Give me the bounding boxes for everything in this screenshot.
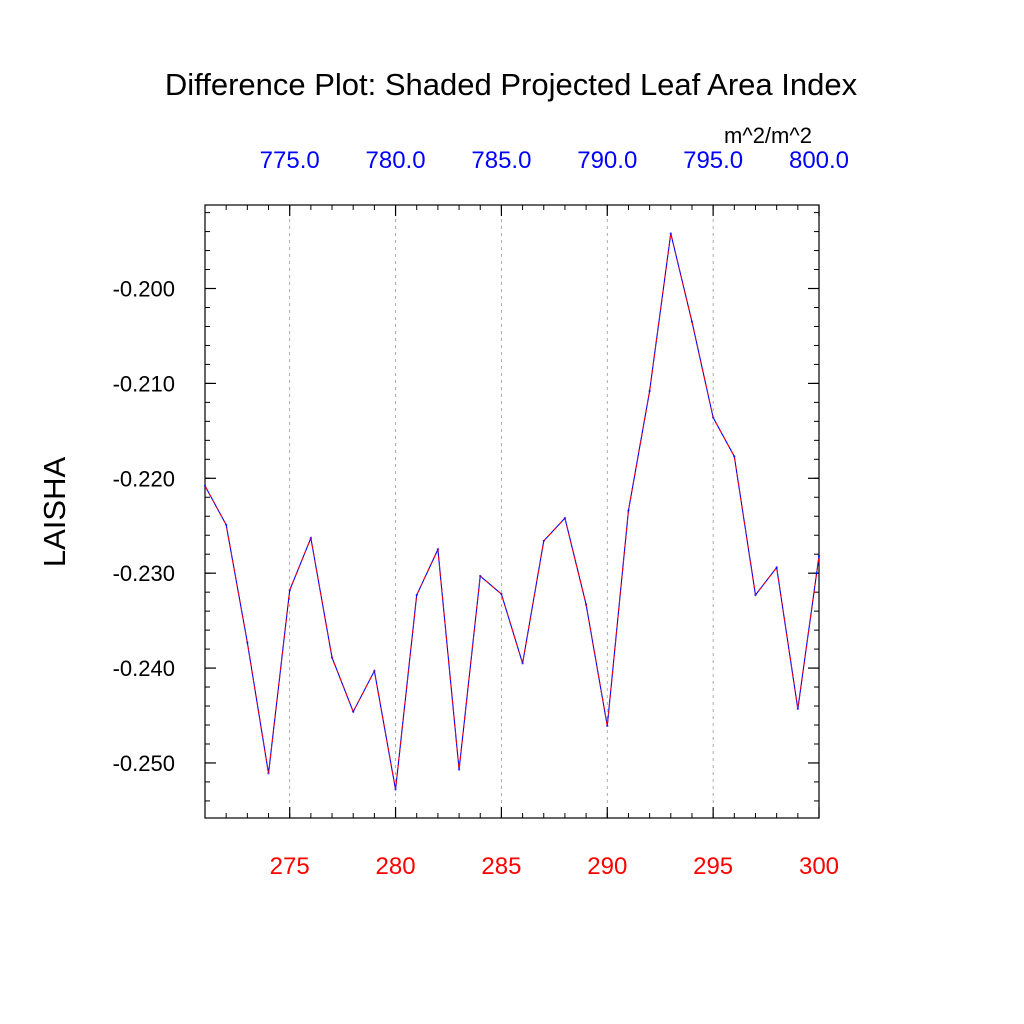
data-point <box>542 539 545 543</box>
bottom-x-tick-label: 285 <box>481 853 521 880</box>
top-x-tick-label: 785.0 <box>471 147 531 174</box>
data-point <box>817 554 821 558</box>
data-point <box>669 232 672 235</box>
grid-lines <box>289 205 714 818</box>
data-point <box>627 509 630 512</box>
y-tick-labels: -0.250 -0.240 -0.230 -0.220 -0.210 -0.200 <box>113 277 175 776</box>
data-point <box>267 772 270 775</box>
data-point <box>479 574 482 578</box>
data-series <box>203 232 821 791</box>
bottom-x-tick-label: 300 <box>799 853 839 880</box>
minor-ticks <box>204 205 820 818</box>
data-point <box>394 788 397 791</box>
data-point <box>436 548 440 551</box>
y-tick-label: -0.210 <box>113 371 175 396</box>
data-point <box>754 593 757 597</box>
y-tick-label: -0.200 <box>113 277 175 302</box>
data-point <box>690 320 694 323</box>
y-tick-label: -0.250 <box>113 751 175 776</box>
data-point <box>648 389 651 393</box>
y-tick-label: -0.230 <box>113 561 175 586</box>
data-point <box>500 592 503 596</box>
top-x-tick-label: 775.0 <box>260 147 320 174</box>
data-point <box>309 536 313 540</box>
data-point <box>373 669 376 673</box>
data-point <box>796 707 800 711</box>
top-x-tick-label: 800.0 <box>789 147 849 174</box>
y-tick-label: -0.240 <box>113 656 175 681</box>
y-axis-label: LAISHA <box>37 457 72 568</box>
data-point <box>606 724 609 728</box>
y-tick-label: -0.220 <box>113 466 175 491</box>
chart-title: Difference Plot: Shaded Projected Leaf A… <box>165 67 858 102</box>
data-point <box>352 710 355 713</box>
bottom-x-tick-label: 295 <box>693 853 733 880</box>
data-point <box>733 455 736 458</box>
data-point <box>775 566 778 569</box>
top-x-tick-labels: 775.0 780.0 785.0 790.0 795.0 800.0 <box>260 147 849 174</box>
data-point <box>203 484 207 488</box>
data-point <box>563 516 567 520</box>
top-x-tick-label: 790.0 <box>577 147 637 174</box>
bottom-x-tick-label: 275 <box>270 853 310 880</box>
data-point <box>415 593 418 597</box>
major-ticks <box>205 205 820 818</box>
data-point <box>224 523 228 526</box>
data-point <box>246 641 249 644</box>
bottom-x-tick-labels: 275 280 285 290 295 300 <box>270 853 839 880</box>
bottom-x-tick-label: 280 <box>376 853 416 880</box>
data-point <box>584 603 588 606</box>
top-x-tick-label: 795.0 <box>683 147 743 174</box>
series-line-solid <box>204 233 820 790</box>
data-point <box>457 768 461 771</box>
top-x-tick-label: 780.0 <box>366 147 426 174</box>
data-point <box>711 416 715 419</box>
data-point <box>330 656 334 659</box>
series-line-dashed <box>204 233 820 790</box>
data-point <box>288 589 291 592</box>
units-label: m^2/m^2 <box>724 123 812 148</box>
plot-frame <box>204 204 820 819</box>
data-point <box>521 662 524 665</box>
bottom-x-tick-label: 290 <box>587 853 627 880</box>
